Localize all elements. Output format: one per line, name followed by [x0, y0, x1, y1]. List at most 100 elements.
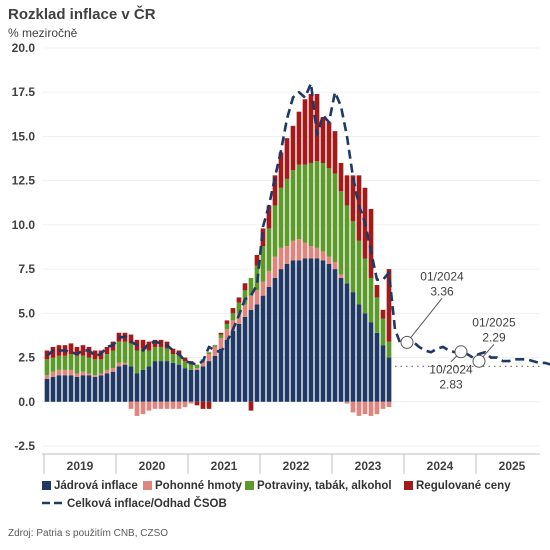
bar-core [314, 258, 320, 402]
bar-regulated [92, 350, 98, 360]
bar-food [362, 258, 368, 314]
bar-core [368, 322, 374, 402]
bar-core [386, 357, 392, 402]
bar-regulated [350, 175, 356, 222]
bar-core [380, 345, 386, 402]
bar-food [86, 357, 92, 374]
bar-regulated [140, 339, 146, 349]
x-tick-label: 2022 [283, 459, 310, 473]
bar-fuel [182, 401, 188, 408]
annotation-date: 01/2025 [472, 315, 516, 329]
chart-subtitle: % meziročně [8, 26, 78, 40]
bar-fuel [134, 401, 140, 416]
bar-food [68, 354, 74, 370]
bar-core [236, 323, 242, 402]
bar-fuel [122, 362, 128, 365]
bar-regulated [242, 283, 248, 291]
bar-core [86, 375, 92, 402]
bar-core [104, 373, 110, 402]
bar-fuel [362, 401, 368, 415]
bar-core [362, 313, 368, 402]
bar-fuel [266, 270, 272, 287]
annotation-value: 2.29 [482, 330, 506, 344]
bar-core [212, 355, 218, 402]
bar-fuel [206, 354, 212, 362]
bar-core [248, 309, 254, 402]
bar-fuel [332, 262, 338, 270]
bar-regulated [128, 334, 134, 344]
legend-label: Celková inflace/Odhad ČSOB [67, 497, 227, 510]
bar-fuel [344, 401, 350, 404]
bar-food [122, 341, 128, 363]
bar-regulated [170, 348, 176, 355]
bar-food [380, 318, 386, 346]
annotation-marker [454, 345, 468, 359]
bar-fuel [68, 369, 74, 376]
bar-regulated [284, 138, 290, 179]
bar-regulated [206, 401, 212, 409]
bar-fuel [278, 247, 284, 270]
legend-swatch-regulated [404, 481, 413, 490]
bar-food [50, 357, 56, 372]
bar-regulated [182, 357, 188, 362]
annotation-date: 01/2024 [420, 269, 464, 283]
bar-food [80, 355, 86, 372]
bar-regulated [224, 320, 230, 324]
bar-fuel [386, 401, 392, 408]
bar-regulated [218, 332, 224, 335]
legend-layer: Jádrová inflace Pohonné hmoty Potraviny, t… [42, 480, 511, 510]
x-tick-label: 2019 [67, 459, 94, 473]
bar-regulated [74, 346, 80, 356]
bar-core [266, 286, 272, 402]
bar-core [62, 375, 68, 402]
bar-fuel [284, 246, 290, 264]
bar-core [188, 369, 194, 402]
bar-food [308, 162, 314, 247]
bar-food [374, 297, 380, 333]
bar-fuel [320, 251, 326, 261]
y-tick-label: 2.5 [18, 351, 35, 365]
bar-fuel [80, 371, 86, 376]
bar-fuel [140, 401, 146, 415]
bar-core [338, 277, 344, 402]
y-tick-label: 15.0 [12, 129, 36, 143]
axis-layer: 20.0 17.5 15.0 12.5 10.0 7.5 5.0 2.5 0.0 -2.5 2019… [12, 41, 540, 474]
bar-fuel [128, 401, 134, 409]
bar-food [368, 277, 374, 323]
bar-core [176, 364, 182, 402]
bar-food [188, 364, 194, 370]
bar-fuel [200, 361, 206, 367]
bar-food [314, 161, 320, 248]
bar-food [212, 345, 218, 347]
bar-core [242, 316, 248, 402]
chart-title: Rozklad inflace v ČR [8, 6, 156, 23]
bar-food [302, 164, 308, 243]
bar-core [284, 263, 290, 402]
bar-fuel [146, 401, 152, 411]
bar-food [182, 361, 188, 369]
legend-swatch-fuel [143, 481, 152, 490]
bar-regulated [68, 343, 74, 355]
bar-core [260, 295, 266, 402]
bar-regulated [344, 175, 350, 206]
bar-fuel [116, 362, 122, 367]
annotation-leader [406, 298, 443, 343]
y-tick-label: -2.5 [14, 439, 35, 453]
bar-food [164, 348, 170, 362]
bar-core [44, 378, 50, 402]
bar-core [332, 269, 338, 402]
annotation-marker [472, 354, 486, 368]
bar-regulated [104, 346, 110, 355]
bar-fuel [224, 329, 230, 340]
bar-fuel [158, 401, 164, 409]
legend-swatch-core [42, 481, 51, 490]
bar-regulated [290, 125, 296, 171]
bar-food [260, 246, 266, 282]
bar-food [218, 334, 224, 339]
y-tick-label: 0.0 [18, 395, 35, 409]
bar-regulated [380, 309, 386, 319]
bar-fuel [104, 369, 110, 374]
bar-core [230, 331, 236, 402]
bar-fuel [236, 313, 242, 324]
